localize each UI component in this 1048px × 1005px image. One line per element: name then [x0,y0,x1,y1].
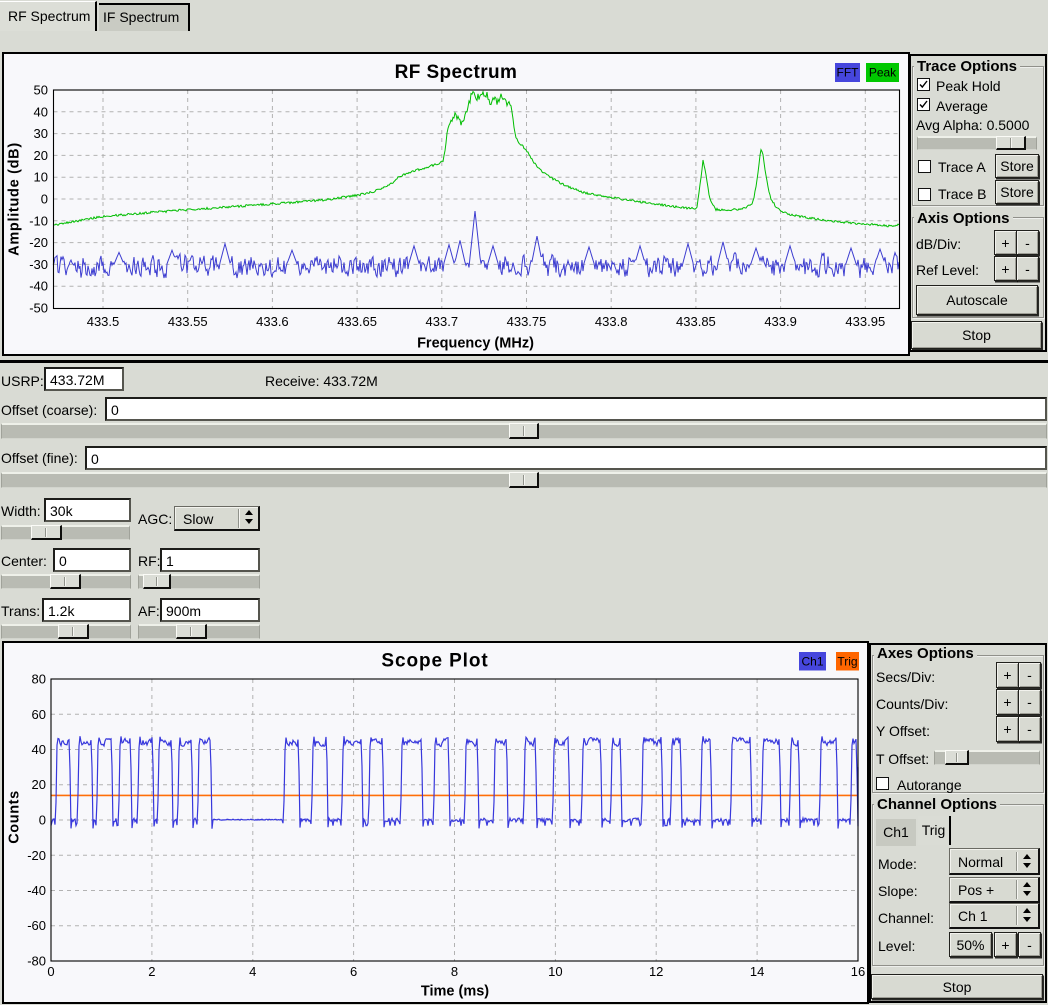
svg-text:-40: -40 [27,883,46,898]
svg-text:-50: -50 [29,301,48,316]
svg-text:433.5: 433.5 [87,314,120,329]
svg-text:-60: -60 [27,918,46,933]
svg-text:-40: -40 [29,279,48,294]
svg-text:20: 20 [34,148,48,163]
svg-text:2: 2 [148,964,155,979]
svg-text:10: 10 [548,964,562,979]
svg-text:-20: -20 [29,235,48,250]
svg-text:14: 14 [750,964,764,979]
svg-text:6: 6 [350,964,357,979]
svg-text:Frequency (MHz): Frequency (MHz) [417,336,534,352]
svg-text:40: 40 [32,742,46,757]
svg-text:433.65: 433.65 [337,314,377,329]
svg-text:0: 0 [47,964,54,979]
svg-text:Time (ms): Time (ms) [421,984,489,1000]
svg-text:4: 4 [249,964,256,979]
svg-text:60: 60 [32,707,46,722]
svg-text:80: 80 [32,672,46,687]
svg-text:20: 20 [32,777,46,792]
svg-text:0: 0 [41,192,48,207]
svg-text:30: 30 [34,126,48,141]
svg-text:16: 16 [851,964,865,979]
svg-text:Ch1: Ch1 [801,655,823,669]
svg-text:433.55: 433.55 [168,314,208,329]
svg-text:Amplitude (dB): Amplitude (dB) [7,142,23,256]
svg-text:Scope Plot: Scope Plot [381,651,488,672]
svg-text:433.7: 433.7 [426,314,459,329]
svg-text:Peak: Peak [869,66,897,80]
svg-text:40: 40 [34,104,48,119]
svg-text:433.9: 433.9 [764,314,797,329]
svg-text:433.75: 433.75 [507,314,547,329]
svg-text:12: 12 [649,964,663,979]
svg-text:433.6: 433.6 [256,314,289,329]
svg-text:-80: -80 [27,954,46,969]
svg-text:-30: -30 [29,257,48,272]
svg-text:10: 10 [34,170,48,185]
svg-text:433.8: 433.8 [595,314,628,329]
svg-text:0: 0 [39,813,46,828]
svg-text:RF Spectrum: RF Spectrum [395,62,518,83]
svg-text:Counts: Counts [7,790,23,844]
svg-text:433.95: 433.95 [845,314,885,329]
svg-text:Trig: Trig [837,655,857,669]
svg-text:50: 50 [34,83,48,98]
svg-text:FFT: FFT [837,66,860,80]
svg-text:-20: -20 [27,848,46,863]
svg-text:8: 8 [451,964,458,979]
svg-text:-10: -10 [29,213,48,228]
svg-text:433.85: 433.85 [676,314,716,329]
